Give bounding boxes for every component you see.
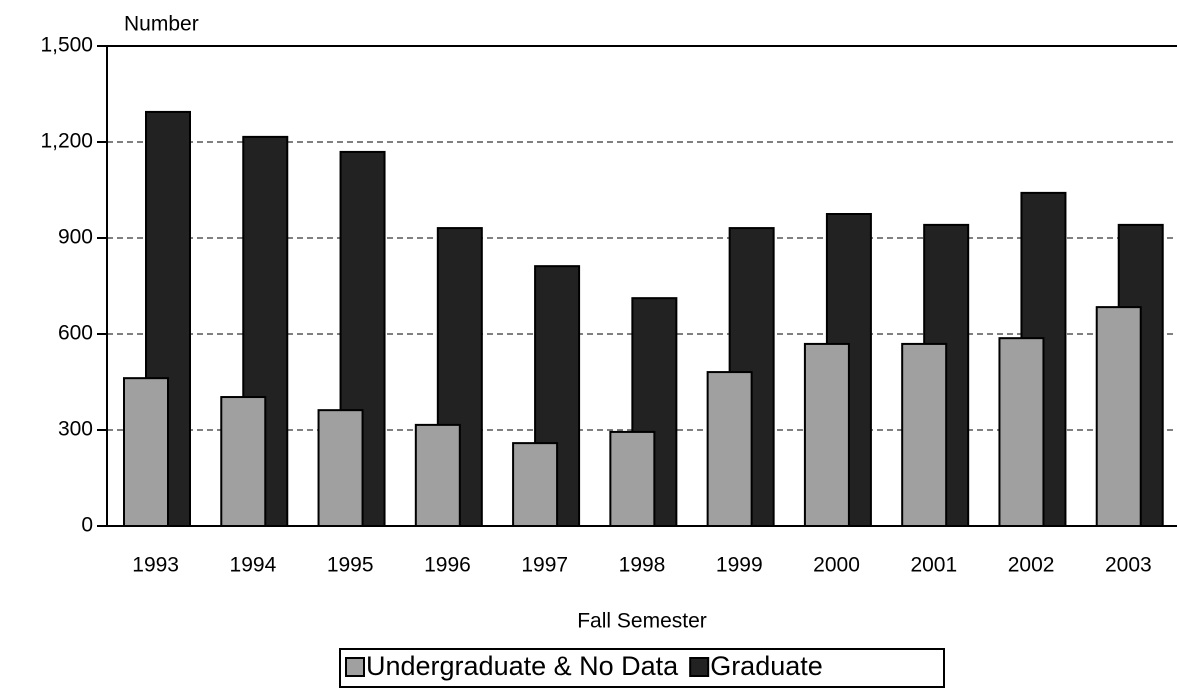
x-tick-label: 1998 [619,554,666,577]
x-tick-label: 1997 [521,554,568,577]
y-tick-label: 300 [58,418,93,441]
legend-swatch [345,657,365,677]
x-axis-label: Fall Semester [577,610,707,633]
x-tick-label: 2000 [813,554,860,577]
y-tick-label: 900 [58,226,93,249]
y-tick-label: 0 [81,514,93,537]
bar [414,423,461,528]
x-tick-label: 1994 [230,554,277,577]
bar [901,342,948,528]
y-tick-label: 1,500 [40,34,93,57]
bar [220,396,267,528]
bar [803,342,850,528]
bar [512,442,559,527]
legend-box [339,648,945,688]
x-tick-label: 2003 [1105,554,1152,577]
x-tick-label: 2001 [910,554,957,577]
x-tick-label: 1996 [424,554,471,577]
x-tick-label: 1993 [132,554,179,577]
x-tick-label: 1995 [327,554,374,577]
y-tick-label: 600 [58,322,93,345]
y-axis-label: Number [124,13,199,36]
legend-swatch [689,657,710,677]
bar [123,377,169,527]
bar [998,337,1045,527]
x-tick-label: 2002 [1008,554,1055,577]
x-tick-label: 1999 [716,554,763,577]
legend-label: Undergraduate & No Data [366,651,679,681]
bar [706,371,753,527]
bar [1095,306,1142,527]
bar [609,430,656,528]
legend-label: Graduate [710,651,823,681]
bar [317,409,364,527]
y-tick-label: 1,200 [40,130,93,153]
